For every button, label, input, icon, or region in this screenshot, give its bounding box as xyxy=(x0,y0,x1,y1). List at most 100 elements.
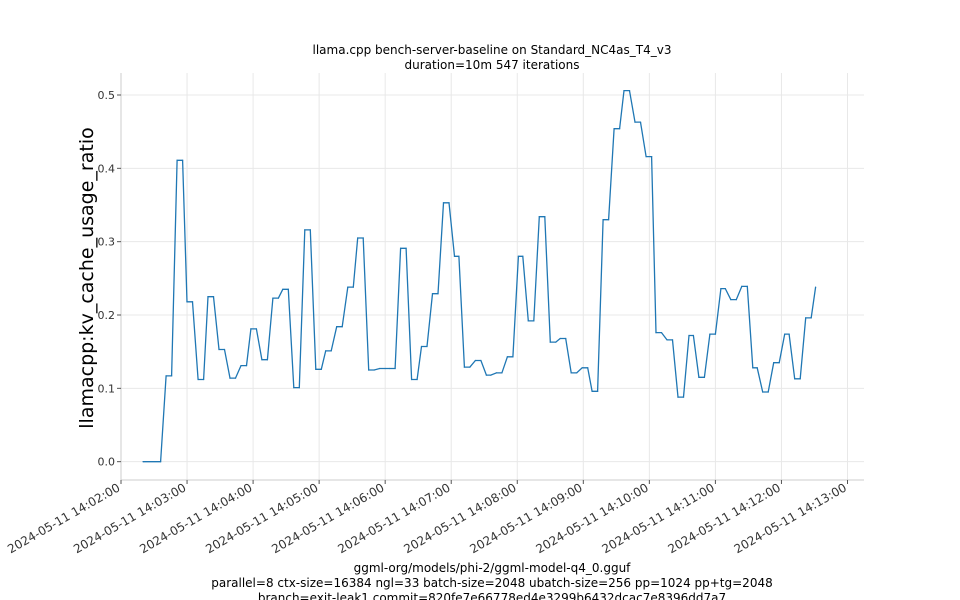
data-point xyxy=(282,288,284,290)
chart-subtitle: duration=10m 547 iterations xyxy=(405,58,580,72)
data-point xyxy=(703,376,706,378)
data-point xyxy=(724,288,726,290)
data-point xyxy=(176,159,178,161)
data-point xyxy=(735,299,737,301)
data-point xyxy=(639,121,642,123)
axes-frame xyxy=(120,73,864,481)
gridlines xyxy=(120,73,864,480)
data-point xyxy=(320,368,322,370)
data-point xyxy=(240,365,242,367)
data-point xyxy=(325,350,327,352)
data-point xyxy=(709,333,711,335)
data-point xyxy=(400,247,402,249)
data-point xyxy=(741,285,743,287)
data-point xyxy=(384,367,386,370)
x-tick-label: 2024-05-11 14:08:00 xyxy=(401,480,518,556)
data-point xyxy=(379,367,381,370)
y-tick-label: 0.0 xyxy=(98,456,116,469)
data-point xyxy=(469,366,471,368)
x-tick-label: 2024-05-11 14:05:00 xyxy=(203,480,320,556)
data-point xyxy=(773,362,775,364)
y-axis-label: llamacpp:kv_cache_usage_ratio xyxy=(76,127,98,428)
x-tick-label: 2024-05-11 14:12:00 xyxy=(666,480,783,556)
data-point xyxy=(416,378,418,381)
data-point xyxy=(533,320,535,322)
data-point xyxy=(182,159,184,161)
data-point xyxy=(501,372,503,374)
data-point xyxy=(512,356,514,358)
data-point xyxy=(628,90,631,92)
data-point xyxy=(587,367,589,369)
x-axis-label-line-1: ggml-org/models/phi-2/ggml-model-q4_0.gg… xyxy=(354,561,632,575)
data-point xyxy=(411,378,413,381)
data-point xyxy=(570,372,572,374)
data-point xyxy=(784,333,786,335)
data-point xyxy=(666,339,668,341)
data-point xyxy=(352,286,354,288)
data-point xyxy=(304,229,306,231)
data-point xyxy=(442,202,445,204)
data-point xyxy=(762,391,764,393)
x-axis-label-line-3: branch=exit-leak1 commit=820fe7e66778ed4… xyxy=(258,591,726,600)
y-tick-label: 0.3 xyxy=(98,236,116,249)
data-point xyxy=(517,255,520,257)
data-point xyxy=(746,285,748,287)
data-point xyxy=(160,461,162,463)
data-point xyxy=(634,121,636,123)
data-point xyxy=(458,255,460,257)
data-point xyxy=(544,216,546,218)
data-point xyxy=(752,367,754,369)
x-tick-label: 2024-05-11 14:11:00 xyxy=(600,480,717,556)
data-point xyxy=(576,372,578,374)
data-point xyxy=(613,128,615,130)
data-point xyxy=(394,367,396,370)
data-point xyxy=(207,296,209,298)
data-point xyxy=(559,337,561,340)
data-point xyxy=(341,326,343,328)
data-point xyxy=(389,367,391,370)
data-point xyxy=(495,372,497,374)
x-tick-label: 2024-05-11 14:07:00 xyxy=(335,480,452,556)
data-point xyxy=(565,337,567,340)
data-point xyxy=(655,332,657,334)
y-tick-label: 0.5 xyxy=(98,89,116,102)
data-point xyxy=(362,237,364,239)
x-tick-label: 2024-05-11 14:04:00 xyxy=(137,480,254,556)
data-point xyxy=(549,341,551,343)
data-point xyxy=(463,366,465,368)
data-point xyxy=(453,255,456,257)
data-point xyxy=(191,301,194,303)
data-point xyxy=(212,296,215,298)
data-point xyxy=(688,334,690,337)
y-tick-label: 0.2 xyxy=(98,309,116,322)
series-line xyxy=(143,89,817,463)
data-point xyxy=(799,378,801,380)
data-point xyxy=(357,237,359,239)
data-point xyxy=(682,396,685,398)
x-tick-label: 2024-05-11 14:03:00 xyxy=(71,480,188,556)
data-point xyxy=(591,390,593,392)
data-point xyxy=(805,317,807,319)
data-point xyxy=(223,348,226,351)
data-point xyxy=(527,320,529,322)
x-axis-label-line-2: parallel=8 ctx-size=16384 ngl=33 batch-s… xyxy=(211,576,772,590)
data-point xyxy=(186,301,188,303)
data-point xyxy=(677,396,679,398)
data-point xyxy=(347,286,349,288)
data-point xyxy=(197,378,199,381)
data-point xyxy=(619,128,621,130)
data-point xyxy=(767,391,769,393)
data-point xyxy=(602,219,604,221)
data-point xyxy=(272,297,274,299)
data-point xyxy=(142,461,144,463)
data-point xyxy=(671,339,674,341)
data-point xyxy=(255,328,257,330)
x-tick-label: 2024-05-11 14:02:00 xyxy=(5,480,122,556)
data-point xyxy=(788,333,790,335)
data-point xyxy=(234,377,237,379)
data-point xyxy=(437,293,439,295)
data-point xyxy=(810,317,812,319)
data-point xyxy=(293,387,295,389)
